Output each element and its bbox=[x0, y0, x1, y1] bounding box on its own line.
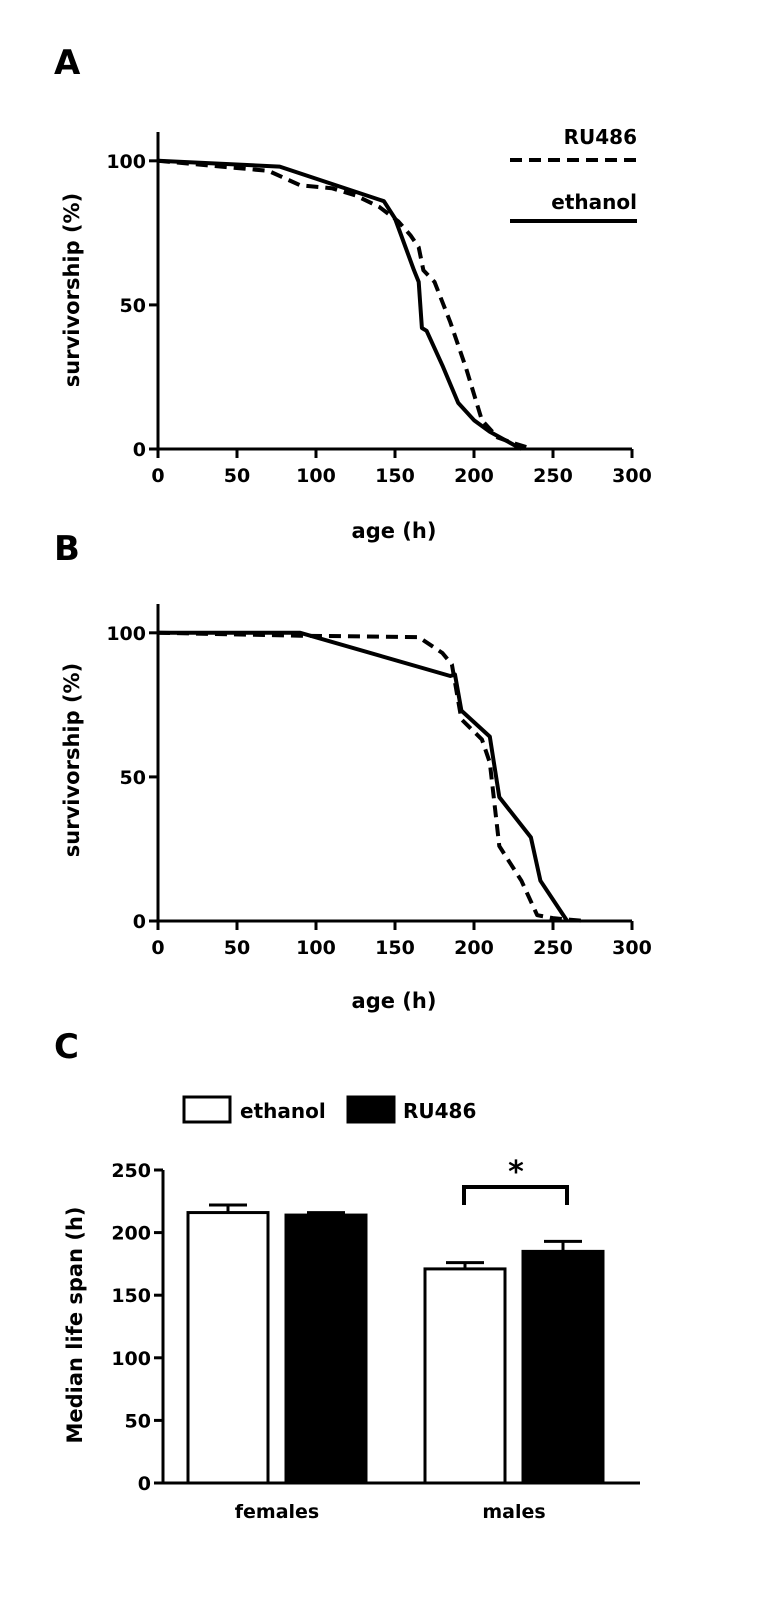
panel-b-x-tick-label: 250 bbox=[533, 937, 573, 959]
legend-ethanol-label: ethanol bbox=[551, 190, 637, 214]
bar-ethanol-females bbox=[186, 1211, 270, 1485]
panel-b-x-tick-label: 300 bbox=[612, 937, 652, 959]
panel-label-b: B bbox=[54, 529, 80, 569]
panel-c-y-tick-label: 200 bbox=[111, 1223, 151, 1245]
panel-a-series-ru486 bbox=[157, 158, 534, 451]
panel-c-y-tick-label: 250 bbox=[111, 1160, 151, 1182]
panel-c-y-tick-label: 150 bbox=[111, 1285, 151, 1307]
panel-a-series-ethanol bbox=[157, 158, 523, 451]
significance-bracket bbox=[462, 1185, 569, 1205]
panel-c-bar-chart: Median life span (h) ethanol RU486 * 0 50… bbox=[63, 1095, 640, 1523]
bar-ru486-males bbox=[521, 1249, 605, 1485]
panel-c-ylabel: Median life span (h) bbox=[63, 1207, 87, 1444]
panel-b-xlabel: age (h) bbox=[352, 989, 437, 1013]
bar-ru486-females bbox=[284, 1213, 368, 1485]
legend-ru486-swatch bbox=[346, 1095, 396, 1124]
legend-ethanol-text: ethanol bbox=[240, 1099, 326, 1123]
panel-a-y-tick-label: 0 bbox=[133, 439, 146, 461]
panel-a-x-tick-label: 250 bbox=[533, 465, 573, 487]
panel-c-y-tick-label: 50 bbox=[125, 1410, 151, 1432]
panel-a-x-tick-label: 200 bbox=[454, 465, 494, 487]
legend-ru486-text: RU486 bbox=[403, 1099, 476, 1123]
panel-c-y-tick-label: 0 bbox=[138, 1473, 151, 1495]
category-label-females: females bbox=[235, 1501, 319, 1523]
panel-b-y-tick-label: 100 bbox=[106, 623, 146, 645]
panel-b-y-tick-label: 50 bbox=[120, 767, 146, 789]
panel-b-series-ethanol bbox=[158, 630, 569, 923]
panel-a-x-tick-label: 300 bbox=[612, 465, 652, 487]
panel-label-c: C bbox=[54, 1027, 79, 1067]
panel-a-x-tick-label: 150 bbox=[375, 465, 415, 487]
panel-b-line-chart: age (h) survivorship (%) 0 50 100 150 200 250… bbox=[60, 604, 652, 1013]
significance-star: * bbox=[508, 1155, 524, 1190]
panel-label-a: A bbox=[54, 43, 81, 83]
panel-b-x-tick-label: 50 bbox=[224, 937, 250, 959]
panel-b-series-ru486 bbox=[157, 630, 585, 923]
panel-a-x-tick-label: 100 bbox=[296, 465, 336, 487]
panel-c-y-tick-label: 100 bbox=[111, 1348, 151, 1370]
panel-a-line-chart: age (h) survivorship (%) RU486 ethanol 0… bbox=[60, 125, 652, 543]
panel-a-y-tick-label: 100 bbox=[106, 151, 146, 173]
panel-a-x-tick-label: 0 bbox=[151, 465, 164, 487]
panel-a-xlabel: age (h) bbox=[352, 519, 437, 543]
panel-a-x-tick-label: 50 bbox=[224, 465, 250, 487]
panel-b-ylabel: survivorship (%) bbox=[60, 663, 84, 857]
panel-b-x-tick-label: 100 bbox=[296, 937, 336, 959]
panel-b-x-tick-label: 200 bbox=[454, 937, 494, 959]
bar-ethanol-males bbox=[423, 1267, 507, 1485]
legend-ru486-label: RU486 bbox=[564, 125, 637, 149]
panel-a-ylabel: survivorship (%) bbox=[60, 193, 84, 387]
panel-a-y-tick-label: 50 bbox=[120, 295, 146, 317]
category-label-males: males bbox=[482, 1501, 545, 1523]
panel-b-x-tick-label: 0 bbox=[151, 937, 164, 959]
panel-b-x-tick-label: 150 bbox=[375, 937, 415, 959]
legend-ethanol-swatch bbox=[182, 1095, 232, 1124]
panel-b-y-tick-label: 0 bbox=[133, 911, 146, 933]
